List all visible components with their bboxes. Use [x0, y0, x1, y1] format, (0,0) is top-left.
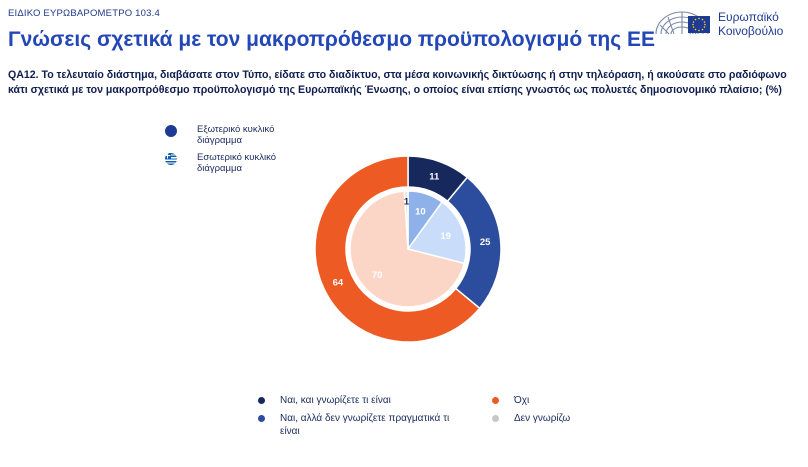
survey-label: ΕΙΔΙΚΟ ΕΥΡΩΒΑΡΟΜΕΤΡΟ 103.4 — [8, 8, 160, 19]
legend-swatch-3 — [492, 415, 499, 422]
outer-data-label-2: 64 — [333, 277, 344, 288]
eu-circle-icon — [165, 125, 177, 137]
inner-data-label-2: 70 — [372, 270, 383, 281]
logo-line-2: Κοινοβούλιο — [718, 24, 784, 38]
ring-legend-outer: Εξωτερικό κυκλικό διάγραμμα — [163, 124, 313, 146]
page-title: Γνώσεις σχετικά με τον μακροπρόθεσμο προ… — [8, 28, 655, 51]
european-parliament-logo: Ευρωπαϊκό Κοινοβούλιο — [652, 4, 804, 44]
inner-data-label-0: 10 — [415, 206, 426, 217]
donut-chart: 11 25 64 10 19 70 1 — [314, 155, 502, 343]
outer-data-label-1: 25 — [480, 237, 491, 248]
legend-swatch-0 — [258, 397, 265, 404]
outer-slice-2 — [314, 155, 481, 343]
ring-legend-inner: Εσωτερικό κυκλικό διάγραμμα — [163, 152, 313, 174]
legend-label-2: Όχι — [514, 395, 530, 406]
outer-data-label-0: 11 — [429, 172, 440, 183]
inner-data-label-1: 19 — [440, 231, 451, 242]
greece-flag-icon — [165, 153, 177, 165]
parliament-hemicycle-icon — [655, 11, 710, 35]
inner-slice-3 — [403, 190, 409, 250]
inner-slice-1 — [406, 201, 467, 265]
legend-swatch-1 — [258, 415, 265, 422]
legend-swatch-2 — [492, 397, 499, 404]
inner-slice-2 — [349, 190, 466, 308]
legend-label-3: Δεν γνωρίζω — [514, 413, 571, 424]
ring-legend-inner-label: Εσωτερικό κυκλικό διάγραμμα — [197, 152, 277, 174]
legend-label-0: Ναι, και γνωρίζετε τι είναι — [280, 395, 391, 406]
inner-data-label-3: 1 — [404, 197, 410, 208]
ring-legend-outer-label: Εξωτερικό κυκλικό διάγραμμα — [197, 124, 275, 146]
ring-legend: Εξωτερικό κυκλικό διάγραμμα Εσωτερικό κυ… — [163, 124, 313, 180]
question-text: QA12. Το τελευταίο διάστημα, διαβάσατε σ… — [8, 69, 787, 96]
logo-line-1: Ευρωπαϊκό — [718, 10, 779, 24]
legend-label-1: Ναι, αλλά δεν γνωρίζετε πραγματικά τι εί… — [280, 413, 450, 437]
logo-text: Ευρωπαϊκό Κοινοβούλιο — [718, 10, 783, 38]
